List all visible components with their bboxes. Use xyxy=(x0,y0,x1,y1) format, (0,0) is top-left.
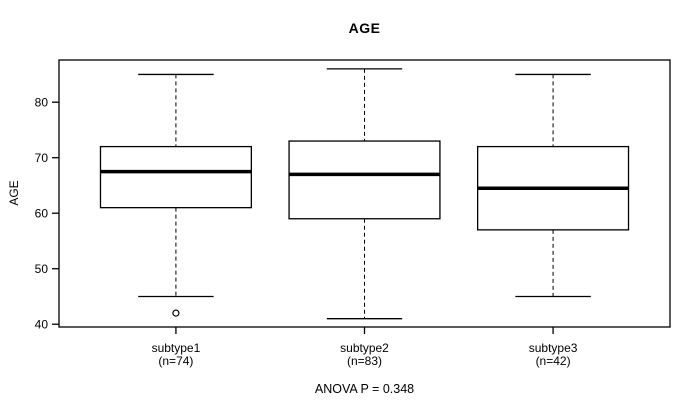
outlier-point xyxy=(172,309,180,317)
y-tick-label: 80 xyxy=(35,96,49,110)
box-iqr xyxy=(99,145,253,209)
x-category-n: (n=74) xyxy=(158,354,193,368)
anova-annotation: ANOVA P = 0.348 xyxy=(314,382,415,396)
x-category-label: subtype3 xyxy=(529,341,578,355)
y-tick-label: 40 xyxy=(35,318,49,332)
box-iqr xyxy=(288,140,441,220)
y-tick-label: 50 xyxy=(35,262,49,276)
x-category-label: subtype2 xyxy=(340,341,389,355)
y-tick-label: 60 xyxy=(35,207,49,221)
chart-title: AGE xyxy=(348,20,381,36)
x-category-label: subtype1 xyxy=(152,341,201,355)
x-category-n: (n=42) xyxy=(536,354,571,368)
y-tick-label: 70 xyxy=(35,151,49,165)
x-category-n: (n=83) xyxy=(347,354,382,368)
